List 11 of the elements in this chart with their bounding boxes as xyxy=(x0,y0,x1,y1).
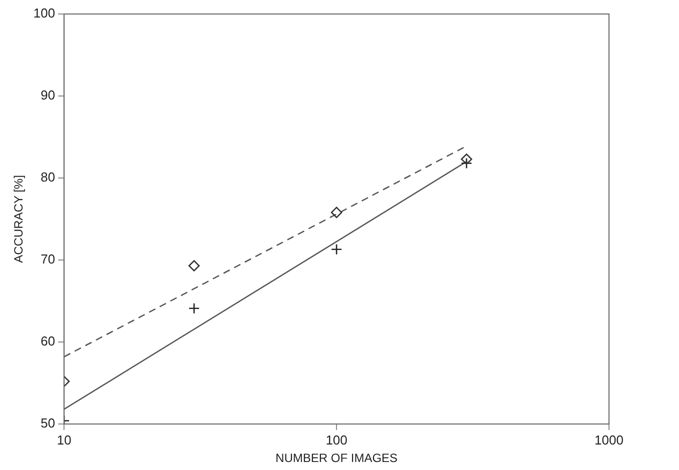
x-tick-label: 10 xyxy=(56,432,72,448)
x-axis-title: NUMBER OF IMAGES xyxy=(276,451,398,466)
y-tick-label: 100 xyxy=(33,6,56,21)
x-tick-label: 100 xyxy=(326,432,348,448)
y-tick-label: 60 xyxy=(40,334,56,349)
y-tick-label: 80 xyxy=(40,170,56,185)
y-tick-label: 90 xyxy=(40,88,56,103)
y-axis-title: ACCURACY [%] xyxy=(12,175,26,263)
y-tick-label: 70 xyxy=(40,252,56,267)
y-tick-label: 50 xyxy=(40,416,56,431)
x-tick-label: 1000 xyxy=(594,432,624,448)
